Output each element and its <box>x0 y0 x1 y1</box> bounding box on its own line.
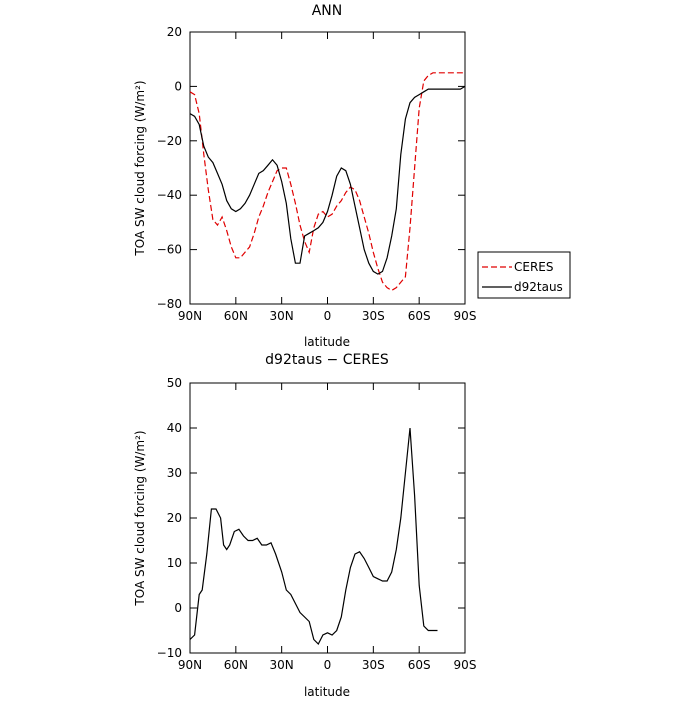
y-tick-label: −10 <box>157 646 182 660</box>
y-tick-label: −20 <box>157 134 182 148</box>
x-axis-label: latitude <box>304 685 350 699</box>
y-tick-label: 0 <box>174 79 182 93</box>
chart-title: ANN <box>312 3 343 19</box>
series-line-d92taus <box>189 85 466 275</box>
x-tick-label: 30S <box>362 309 385 323</box>
legend-label-ceres: CERES <box>514 260 554 274</box>
legend: CERES d92taus <box>477 251 571 299</box>
y-tick-label: −40 <box>157 188 182 202</box>
y-tick-label: 50 <box>167 376 182 390</box>
series-line-difference <box>189 427 438 646</box>
y-tick-label: −60 <box>157 243 182 257</box>
plot-frame <box>189 382 466 654</box>
y-tick-label: 10 <box>167 556 182 570</box>
x-tick-label: 60N <box>224 309 248 323</box>
y-tick-label: 30 <box>167 466 182 480</box>
series-line-ceres <box>189 72 465 292</box>
bottom-chart-panel: d92taus − CERES 90N 60N 30N 0 30S 60S 90S −10 0 1… <box>133 352 476 699</box>
top-chart-panel: ANN 90N 60N 30N 0 30S 60S 90S −80 −60 −40 −20 0 20 l… <box>133 3 571 349</box>
y-tick-label: 0 <box>174 601 182 615</box>
plot-frame <box>189 31 466 305</box>
chart-title: d92taus − CERES <box>265 352 389 368</box>
y-axis-label: TOA SW cloud forcing (W/m²) <box>133 430 147 606</box>
x-tick-label: 60S <box>408 658 431 672</box>
y-axis-label: TOA SW cloud forcing (W/m²) <box>133 80 147 256</box>
y-tick-label: 40 <box>167 421 182 435</box>
x-tick-label: 90S <box>454 658 477 672</box>
x-tick-label: 30S <box>362 658 385 672</box>
y-tick-label: 20 <box>167 25 182 39</box>
x-tick-label: 60S <box>408 309 431 323</box>
legend-box <box>477 251 571 299</box>
x-axis-label: latitude <box>304 335 350 349</box>
x-tick-label: 0 <box>324 658 332 672</box>
x-tick-label: 30N <box>270 309 294 323</box>
x-tick-label: 90N <box>178 309 202 323</box>
legend-label-d92taus: d92taus <box>514 280 563 294</box>
x-tick-label: 60N <box>224 658 248 672</box>
x-tick-label: 30N <box>270 658 294 672</box>
x-tick-label: 90N <box>178 658 202 672</box>
x-tick-label: 0 <box>324 309 332 323</box>
y-tick-label: −80 <box>157 297 182 311</box>
x-tick-label: 90S <box>454 309 477 323</box>
y-tick-label: 20 <box>167 511 182 525</box>
